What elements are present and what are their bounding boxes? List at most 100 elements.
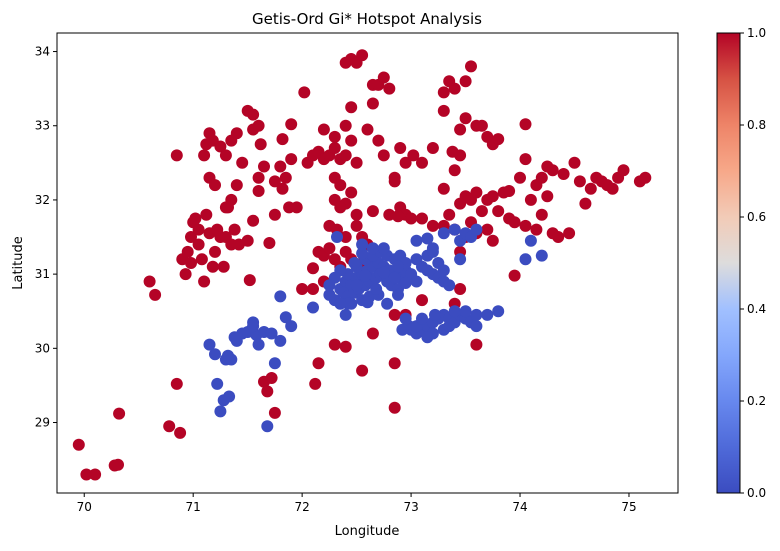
data-point <box>209 245 221 258</box>
data-point <box>465 60 477 73</box>
data-point <box>399 156 412 169</box>
data-point <box>236 156 249 169</box>
data-point <box>328 338 341 351</box>
data-point <box>174 426 187 439</box>
data-point <box>563 227 576 240</box>
data-point <box>268 406 281 419</box>
data-point <box>366 205 379 218</box>
data-point <box>519 219 532 232</box>
data-point <box>345 134 358 147</box>
chart-title: Getis-Ord Gi* Hotspot Analysis <box>252 10 482 28</box>
data-point <box>475 119 488 132</box>
data-point <box>383 82 396 95</box>
plot-frame <box>56 32 679 494</box>
data-point <box>163 420 176 433</box>
data-point <box>410 275 423 288</box>
data-point <box>348 257 361 269</box>
data-point <box>396 323 409 336</box>
data-point <box>448 305 461 318</box>
data-point <box>370 283 383 295</box>
data-point <box>426 242 439 255</box>
data-point <box>377 71 390 84</box>
data-point <box>339 308 352 321</box>
data-point <box>285 320 298 333</box>
data-point <box>209 179 221 192</box>
data-point <box>416 212 428 225</box>
x-tick-label: 72 <box>294 500 309 514</box>
data-point <box>486 190 499 203</box>
data-point <box>361 296 374 309</box>
data-point <box>334 297 347 310</box>
data-point <box>535 249 548 262</box>
data-point <box>307 262 319 275</box>
data-point <box>350 279 363 292</box>
data-point <box>421 331 434 344</box>
data-point <box>279 311 292 324</box>
y-tick-label: 31 <box>35 267 50 281</box>
data-point <box>392 288 404 301</box>
data-point <box>486 234 499 247</box>
data-point <box>274 334 287 347</box>
data-point <box>377 266 390 279</box>
data-point <box>345 186 358 199</box>
data-point <box>366 327 379 340</box>
data-point <box>359 269 372 282</box>
data-point <box>296 283 309 295</box>
data-point <box>339 149 352 162</box>
data-point <box>372 134 385 147</box>
data-point <box>377 149 390 162</box>
data-point <box>143 275 156 288</box>
data-point <box>274 160 287 173</box>
data-point <box>230 127 243 140</box>
x-tick-label: 75 <box>621 500 636 514</box>
data-point <box>252 185 265 197</box>
data-point <box>356 238 369 251</box>
data-point <box>189 212 202 225</box>
data-point <box>519 253 532 266</box>
data-point <box>243 274 256 287</box>
data-point <box>206 260 219 273</box>
data-point <box>350 208 363 221</box>
data-point <box>307 301 319 314</box>
data-point <box>524 193 537 206</box>
colorbar-tick-label: 0.4 <box>747 302 766 316</box>
data-point <box>149 288 162 301</box>
data-point <box>261 385 274 398</box>
data-point <box>454 253 467 266</box>
data-point <box>268 175 281 188</box>
data-point <box>366 97 379 110</box>
data-point <box>195 253 208 266</box>
data-point <box>470 186 483 199</box>
data-point <box>470 338 483 351</box>
data-point <box>426 219 439 232</box>
data-point <box>443 75 456 88</box>
colorbar <box>716 32 741 494</box>
data-point <box>112 458 124 471</box>
data-point <box>421 232 434 245</box>
colorbar-tick-label: 1.0 <box>747 26 766 40</box>
data-point <box>356 247 369 260</box>
data-point <box>268 357 281 370</box>
data-point <box>399 277 412 289</box>
data-point <box>388 271 401 284</box>
colorbar-tick-label: 0.8 <box>747 118 766 132</box>
data-point <box>366 242 379 255</box>
y-tick-label: 32 <box>35 193 50 207</box>
data-point <box>268 208 281 221</box>
data-point <box>312 357 325 370</box>
data-point <box>80 468 93 481</box>
data-point <box>416 294 428 307</box>
data-point <box>181 245 194 258</box>
data-point <box>228 331 241 344</box>
data-point <box>392 260 404 273</box>
data-point <box>225 353 238 366</box>
data-point <box>217 394 230 407</box>
data-point <box>179 268 192 281</box>
data-point <box>247 320 260 333</box>
data-point <box>503 185 516 197</box>
data-point <box>252 171 265 184</box>
data-point <box>519 153 532 166</box>
data-point <box>508 269 521 282</box>
data-point <box>276 182 289 195</box>
